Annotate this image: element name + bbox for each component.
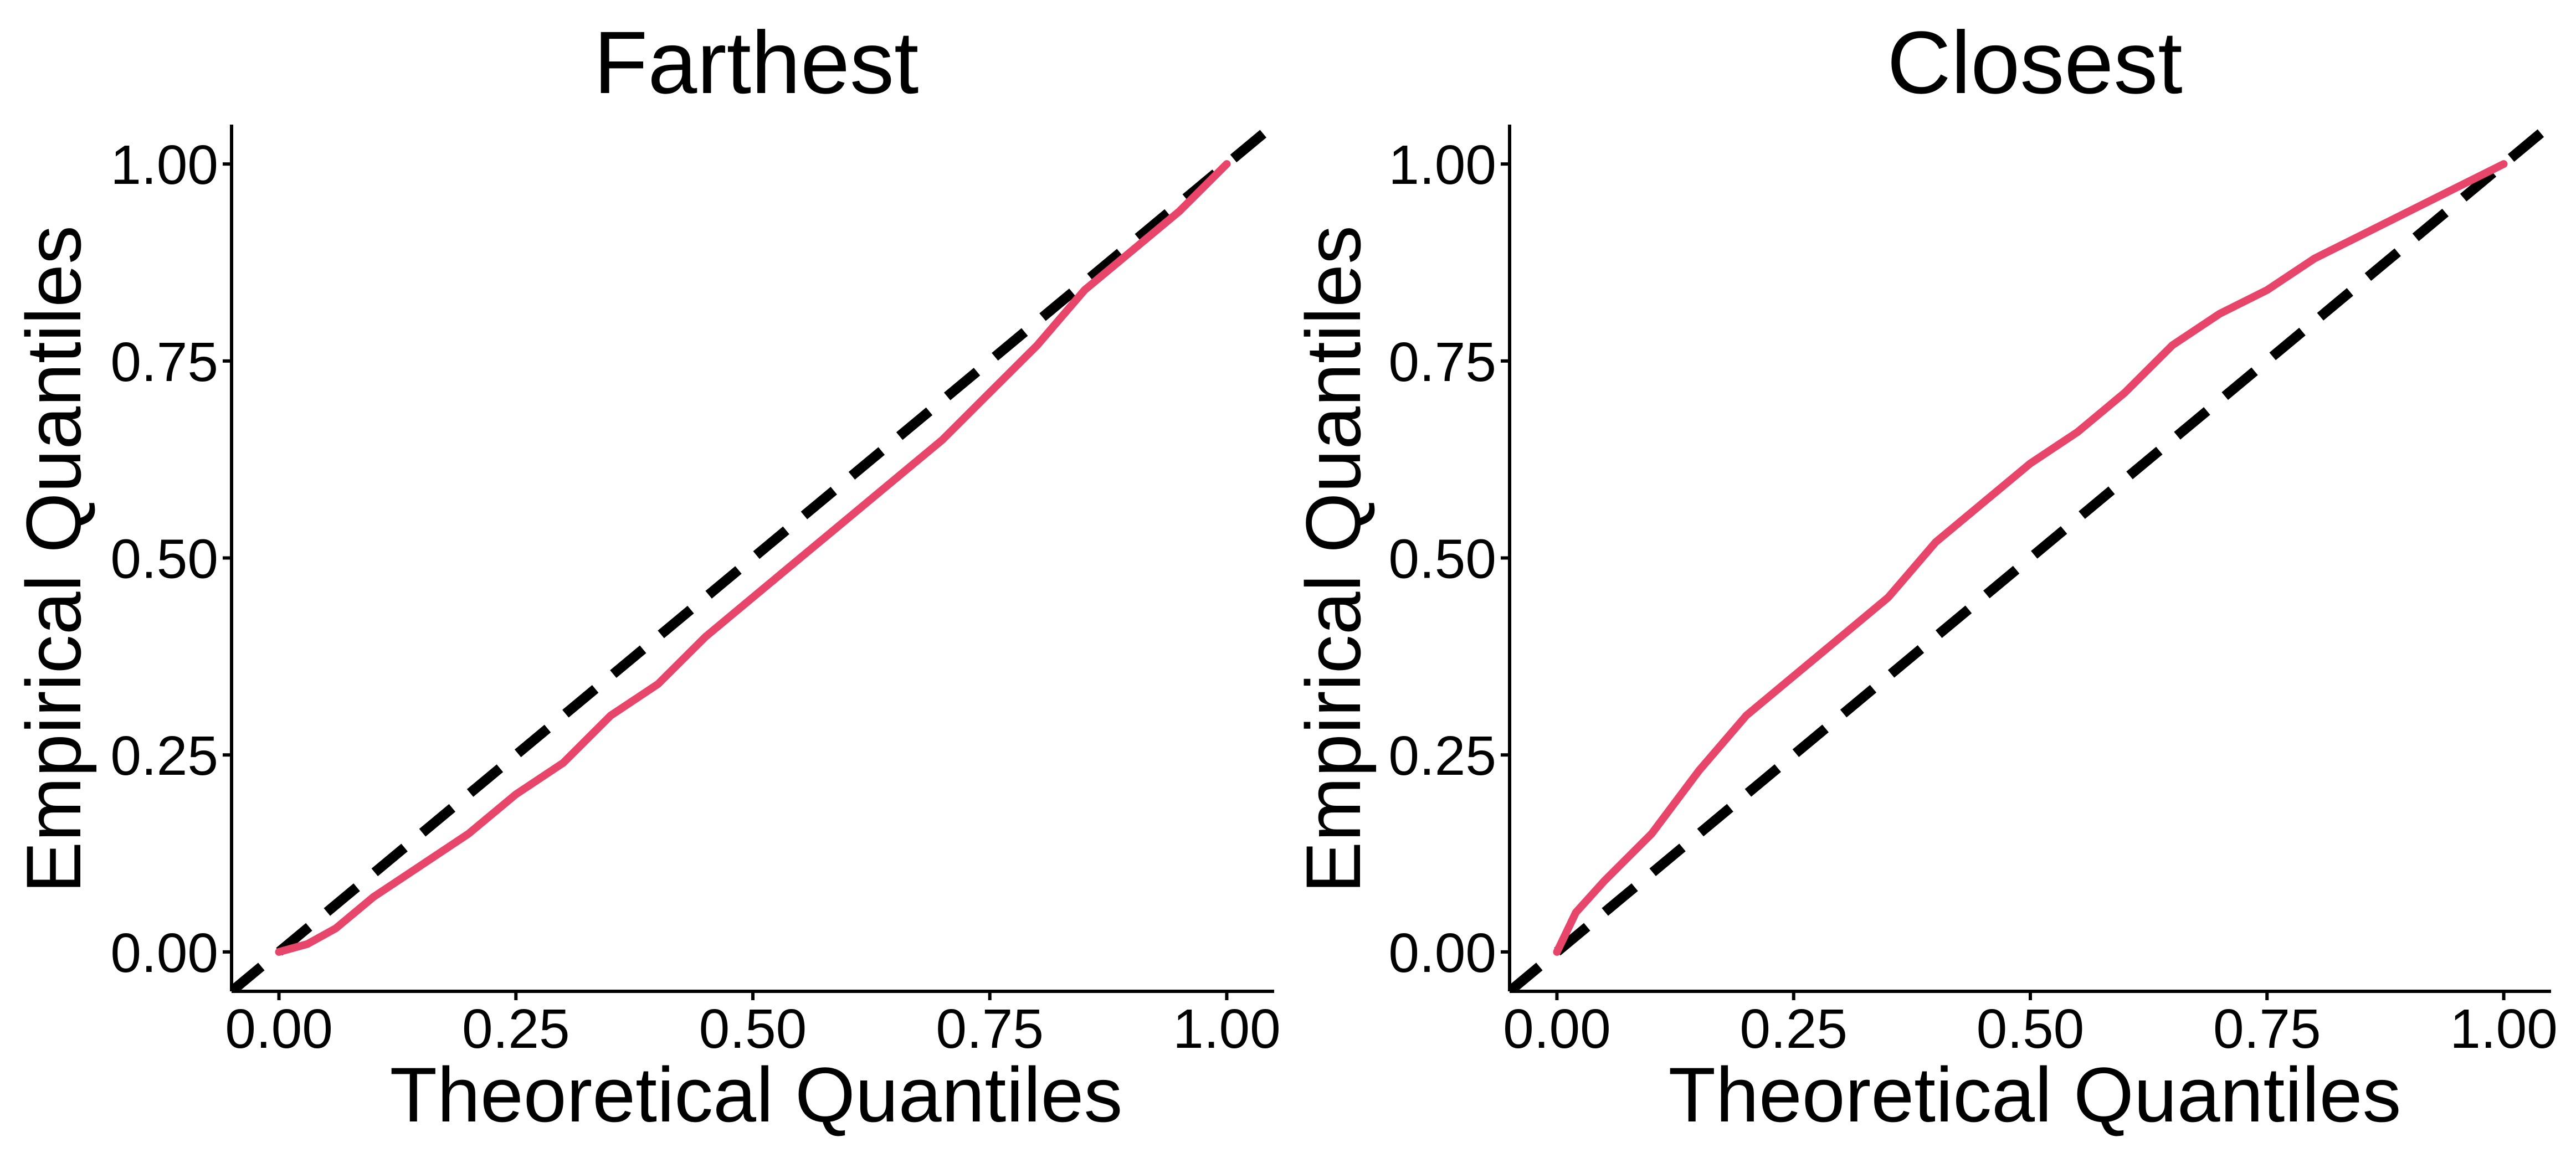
- y-tick-label: 0.75: [110, 331, 218, 393]
- y-tick-label: 0.50: [1388, 528, 1496, 590]
- x-tick-label: 0.25: [1739, 998, 1848, 1060]
- reference-line: [232, 125, 1274, 991]
- x-axis-label: Theoretical Quantiles: [1669, 1051, 2401, 1138]
- panel-farthest: Farthest Empirical Quantiles Theoretical…: [10, 13, 1281, 1138]
- x-tick-label: 0.50: [699, 998, 807, 1060]
- y-tick-label: 0.50: [110, 528, 218, 590]
- x-tick-label: 0.00: [1503, 998, 1611, 1060]
- qq-series-line: [1553, 160, 2508, 956]
- y-tick-label: 1.00: [1388, 134, 1496, 196]
- x-tick-label: 1.00: [1173, 998, 1281, 1060]
- y-tick-label: 1.00: [110, 134, 218, 196]
- x-tick-label: 0.75: [936, 998, 1044, 1060]
- x-axis-label: Theoretical Quantiles: [390, 1051, 1123, 1138]
- reference-line: [1510, 125, 2551, 991]
- x-tick-label: 0.75: [2213, 998, 2321, 1060]
- x-tick-label: 0.25: [462, 998, 570, 1060]
- x-tick-label: 0.00: [225, 998, 333, 1060]
- panel-title: Farthest: [594, 13, 919, 112]
- plot-area: 0.00 0.25 0.50 0.75 1.00 0.00 0.25 0.50 0.75 1.00: [110, 125, 1281, 1060]
- y-tick-label: 0.75: [1388, 331, 1496, 393]
- y-tick-label: 0.25: [110, 725, 218, 787]
- plot-area: 0.00 0.25 0.50 0.75 1.00 0.00 0.25 0.50 0.75 1.00: [1388, 125, 2558, 1060]
- x-tick-label: 0.50: [1977, 998, 2085, 1060]
- y-tick-label: 0.00: [1388, 922, 1496, 984]
- qq-series-line: [275, 160, 1231, 956]
- y-axis-label: Empirical Quantiles: [1290, 225, 1377, 893]
- y-tick-label: 0.00: [110, 922, 218, 984]
- y-tick-label: 0.25: [1388, 725, 1496, 787]
- panel-title: Closest: [1887, 13, 2183, 112]
- y-axis-label: Empirical Quantiles: [10, 225, 97, 893]
- x-tick-label: 1.00: [2450, 998, 2558, 1060]
- panel-closest: Closest Empirical Quantiles Theoretical …: [1290, 13, 2558, 1138]
